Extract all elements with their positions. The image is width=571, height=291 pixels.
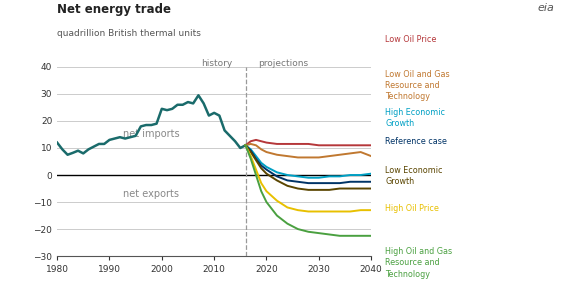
Text: quadrillion British thermal units: quadrillion British thermal units bbox=[57, 29, 201, 38]
Text: net exports: net exports bbox=[123, 189, 179, 199]
Text: Low Economic
Growth: Low Economic Growth bbox=[385, 166, 443, 186]
Text: Net energy trade: Net energy trade bbox=[57, 3, 171, 16]
Text: history: history bbox=[201, 59, 232, 68]
Text: eia: eia bbox=[537, 3, 554, 13]
Text: High Oil and Gas
Resource and
Technology: High Oil and Gas Resource and Technology bbox=[385, 247, 453, 278]
Text: Reference case: Reference case bbox=[385, 137, 447, 146]
Text: High Economic
Growth: High Economic Growth bbox=[385, 108, 445, 128]
Text: projections: projections bbox=[259, 59, 309, 68]
Text: High Oil Price: High Oil Price bbox=[385, 204, 439, 213]
Text: Low Oil Price: Low Oil Price bbox=[385, 35, 437, 44]
Text: Low Oil and Gas
Resource and
Technology: Low Oil and Gas Resource and Technology bbox=[385, 70, 450, 101]
Text: net imports: net imports bbox=[123, 129, 180, 139]
